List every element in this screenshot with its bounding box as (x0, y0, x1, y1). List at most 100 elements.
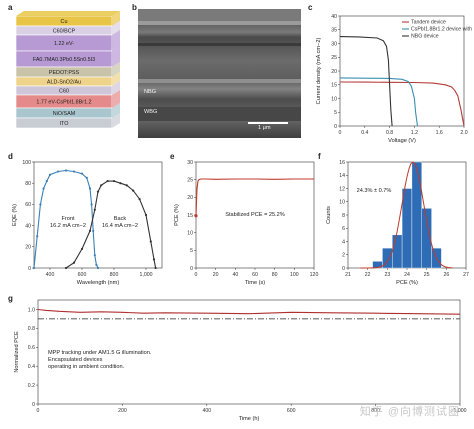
jv-chart: 0 0.4 0.8 1.2 1.6 2.0 0 5 10 15 20 25 30 35 40 Voltage … (316, 14, 472, 144)
eqe-series-1-point (100, 184, 103, 187)
y-tick-label: 10 (331, 96, 337, 102)
plot-frame (37, 299, 461, 405)
eqe-series-1-point (144, 213, 148, 217)
x-tick-label: 800 (110, 272, 119, 278)
eqe-series-0-point (64, 169, 68, 172)
x-tick-label: 0 (37, 408, 40, 414)
panel-letter-e: e (170, 152, 175, 161)
stack-layer-top (16, 11, 120, 16)
y-tick-label: 4 (342, 239, 345, 245)
x-axis-label: PCE (%) (396, 280, 418, 286)
y-axis-label: EQE (%) (12, 204, 18, 226)
y-tick-label: 0 (28, 266, 31, 272)
x-tick-label: 1.6 (436, 130, 443, 136)
stabilized-pce-chart: 0 20 40 60 80 100 120 0 5 10 15 20 25 30 Time (s) PCE (… (174, 160, 318, 286)
y-tick-label: 0.2 (28, 383, 35, 389)
sem-label-wbg: WBG (144, 109, 158, 115)
sem-cu-layer (138, 21, 301, 25)
eqe-series-1-point (88, 229, 92, 232)
stack-layer-label-1: C60/BCP (53, 29, 76, 35)
stability-note-line-2: operating in ambient condition. (48, 364, 125, 370)
x-tick-label: 0 (195, 272, 198, 278)
y-tick-label: 0 (190, 266, 193, 272)
panel-letter-b: b (132, 3, 137, 12)
y-tick-label: 10 (339, 200, 345, 206)
stack-layer-side-7 (112, 90, 120, 108)
y-tick-label: 40 (331, 14, 337, 20)
stack-layer-label-0: Cu (61, 19, 68, 25)
stack-layer-side-6 (112, 81, 120, 95)
eqe-series-1-point (112, 179, 116, 183)
eqe-series-1-point (125, 184, 128, 187)
x-tick-label: 22 (365, 272, 371, 278)
stack-layer-label-8: NiO/SAM (53, 111, 76, 117)
y-tick-label: 5 (190, 248, 193, 254)
y-axis-label: Normalized PCE (14, 331, 20, 373)
eqe-series-0-point (45, 179, 48, 183)
sem-substrate (138, 107, 301, 121)
legend-entry-1: CsPbI1.8Br1.2 device with C60/ALD-SnO2 s… (411, 27, 472, 33)
front-value: 16.2 mA cm−2 (50, 223, 86, 229)
x-tick-label: 60 (252, 272, 258, 278)
eqe-series-0-point (36, 235, 39, 238)
eqe-series-0-point (90, 203, 93, 206)
x-tick-label: 26 (443, 272, 449, 278)
eqe-series-0-point (48, 173, 52, 176)
y-tick-label: 20 (25, 245, 31, 251)
y-tick-label: 0 (342, 266, 345, 272)
y-tick-label: 16 (339, 160, 345, 166)
jv-series-1 (339, 77, 419, 127)
eqe-series-1-point (96, 190, 100, 193)
eqe-series-1-point (72, 261, 76, 264)
y-tick-label: 35 (331, 28, 337, 34)
eqe-series-0-point (56, 170, 60, 173)
sem-label-nbg: NBG (144, 89, 157, 95)
pce-distribution-annotation: 24.3% ± 0.7% (357, 188, 392, 194)
x-tick-label: 80 (272, 272, 278, 278)
panel-letter-f: f (318, 152, 321, 161)
y-tick-label: 0 (334, 124, 337, 130)
y-axis-label: PCE (%) (174, 204, 180, 226)
stack-layer-label-6: C60 (59, 89, 69, 95)
eqe-series-0-point (42, 187, 45, 190)
histogram-bar (401, 188, 413, 269)
normalized-pce-trace (37, 308, 461, 315)
x-tick-label: 1,000 (140, 272, 153, 278)
panel-letter-d: d (8, 152, 13, 161)
eqe-series-1-point (93, 208, 96, 211)
x-axis-label: Wavelength (nm) (77, 280, 120, 286)
y-tick-label: 10 (187, 230, 193, 236)
x-tick-label: 0.4 (361, 130, 368, 136)
scale-bar-label: 1 μm (258, 125, 271, 131)
y-tick-label: 6 (342, 226, 345, 232)
y-tick-label: 100 (22, 160, 31, 166)
panel-letter-a: a (8, 3, 13, 12)
y-tick-label: 14 (339, 173, 345, 179)
y-tick-label: 15 (331, 83, 337, 89)
sem-top-band (138, 9, 301, 21)
legend-entry-2: NBG device (411, 34, 439, 40)
eqe-chart: 400 600 800 1,000 0 20 40 60 80 100 Wavelength (nm… (12, 160, 163, 286)
panel-letter-g: g (8, 294, 13, 303)
y-tick-label: 80 (25, 181, 31, 187)
histogram-bar (411, 161, 422, 269)
x-tick-label: 23 (384, 272, 390, 278)
eqe-series-0-point (80, 172, 84, 175)
sem-interface (138, 43, 301, 46)
x-tick-label: 100 (290, 272, 299, 278)
device-stack-schematic: Cu C60/BCP 1.22 eV- FA0.7MA0.3Pb0.5Sn0.5I3 P… (15, 11, 120, 129)
stack-layer-side-5 (112, 72, 120, 86)
eqe-series-1-point (119, 182, 122, 185)
stack-layer-label-2: 1.22 eV- (54, 41, 74, 47)
x-tick-label: 400 (202, 408, 211, 414)
stack-layer-label-5: ALD-SnO2/Au (47, 80, 81, 86)
x-tick-label: 600 (78, 272, 87, 278)
y-tick-label: 0 (32, 402, 35, 408)
x-tick-label: 1,000 (454, 408, 467, 414)
histogram-bar (421, 208, 432, 269)
y-tick-label: 15 (187, 213, 193, 219)
stack-layer-side-3 (112, 46, 120, 67)
eqe-series-1-point (132, 189, 135, 192)
y-tick-label: 25 (331, 55, 337, 61)
x-tick-label: 21 (345, 272, 351, 278)
